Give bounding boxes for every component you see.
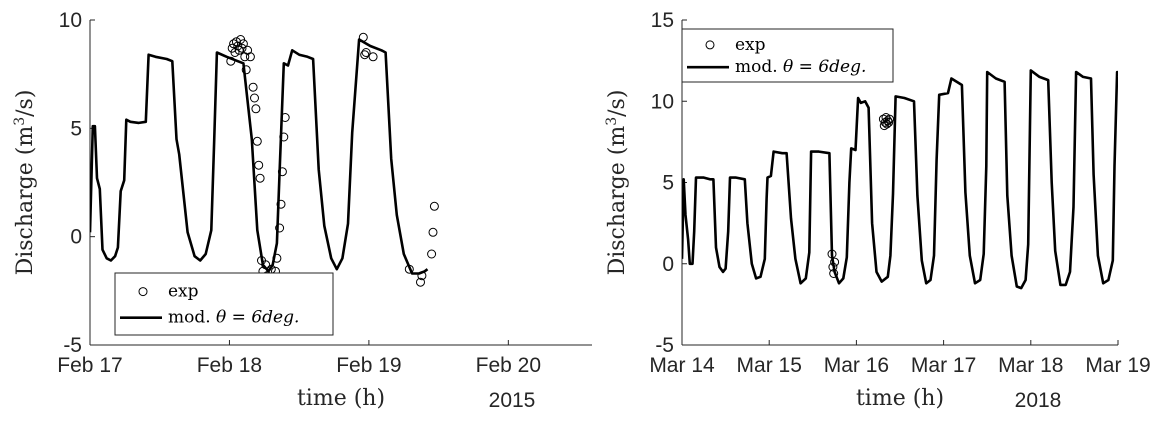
legend-exp-marker xyxy=(138,287,148,297)
y-axis-label-tail: /s) xyxy=(13,90,38,117)
exp-data-point xyxy=(275,223,285,233)
exp-data-point xyxy=(427,249,437,259)
x-tick-label: Feb 18 xyxy=(197,354,262,377)
y-tick-label: 0 xyxy=(70,226,82,249)
legend-exp-marker xyxy=(705,40,715,50)
x-tick-label: Mar 15 xyxy=(737,354,802,377)
y-axis-label-sup: 3 xyxy=(604,117,620,126)
x-tick-label: Mar 16 xyxy=(824,354,889,377)
exp-data-point xyxy=(238,39,248,49)
legend-box xyxy=(681,28,894,83)
model-series-line xyxy=(682,69,1118,290)
x-axis-year-label: 2018 xyxy=(1015,389,1062,412)
y-tick-label: 5 xyxy=(662,172,674,195)
y-axis-label-tail: /s) xyxy=(605,90,630,117)
y-axis-label: Discharge (m3/s) xyxy=(12,90,38,276)
y-axis-label-main: Discharge (m xyxy=(13,126,38,276)
exp-data-point xyxy=(360,50,370,60)
legend: exp mod. θ = 6deg. xyxy=(114,272,334,336)
exp-data-point xyxy=(250,93,259,103)
legend-exp-label: exp xyxy=(168,282,199,302)
y-tick-label: -5 xyxy=(63,334,82,357)
exp-data-point xyxy=(248,82,258,92)
y-tick-label: 0 xyxy=(662,253,674,276)
exp-data-point xyxy=(245,52,255,62)
x-axis-label: time (h) xyxy=(856,386,944,411)
y-tick-label: 10 xyxy=(59,9,82,32)
model-series-line xyxy=(90,38,429,275)
x-tick-label: Mar 18 xyxy=(998,354,1063,377)
x-tick-label: Feb 17 xyxy=(57,354,122,377)
exp-data-point xyxy=(254,160,264,170)
y-axis-label: Discharge (m3/s) xyxy=(604,90,630,276)
y-axis-label-main: Discharge (m xyxy=(605,126,630,276)
y-axis-label-sup: 3 xyxy=(12,117,28,126)
x-tick-label: Feb 20 xyxy=(476,354,541,377)
exp-data-point xyxy=(368,52,378,62)
exp-data-point xyxy=(252,136,262,146)
legend-model-label: mod. θ = 6deg. xyxy=(168,308,299,328)
y-axis-label-text: Discharge (m3/s) xyxy=(604,90,630,276)
exp-data-point xyxy=(251,104,261,114)
legend-box xyxy=(114,272,334,336)
legend-model-math: θ = 6deg. xyxy=(783,57,866,77)
exp-data-point xyxy=(255,173,265,183)
exp-data-point xyxy=(276,199,286,209)
exp-data-point xyxy=(882,119,892,129)
exp-data-point xyxy=(229,39,239,49)
left-chart-panel: -5 0 5 10 Feb 17 Feb 18 Feb 19 Feb 20 time (h) 20… xyxy=(12,9,592,412)
exp-data-point xyxy=(237,43,247,53)
exp-data-point xyxy=(361,48,371,57)
exp-data-point xyxy=(885,114,894,124)
x-tick-label: Mar 19 xyxy=(1085,354,1150,377)
y-axis-label-text: Discharge (m3/s) xyxy=(12,90,38,276)
x-tick-label: Mar 14 xyxy=(649,354,715,377)
legend-exp-label: exp xyxy=(735,35,766,55)
right-chart-panel: -5 0 5 10 15 Mar 14 Mar 15 Mar 16 Mar 17 Mar 18 Ma… xyxy=(604,9,1151,412)
exp-data-point xyxy=(883,116,893,126)
exp-data-point xyxy=(231,37,241,47)
legend-model-label: mod. θ = 6deg. xyxy=(735,57,866,77)
x-axis-year-label: 2015 xyxy=(489,389,536,412)
y-tick-label: 5 xyxy=(70,117,82,140)
exp-data-point xyxy=(428,227,438,237)
x-axis-label: time (h) xyxy=(297,386,385,411)
x-tick-label: Feb 19 xyxy=(336,354,401,377)
exp-data-point xyxy=(884,117,894,127)
legend-model-prefix: mod. xyxy=(168,308,216,328)
legend-model-math: θ = 6deg. xyxy=(216,308,299,328)
y-tick-label: 15 xyxy=(651,9,674,32)
legend-model-prefix: mod. xyxy=(735,57,783,77)
y-tick-label: 10 xyxy=(651,90,674,113)
exp-data-point xyxy=(241,65,251,75)
y-tick-label: -5 xyxy=(655,334,674,357)
exp-data-point xyxy=(416,277,425,287)
x-tick-label: Mar 17 xyxy=(911,354,976,377)
exp-data-point xyxy=(429,201,439,211)
